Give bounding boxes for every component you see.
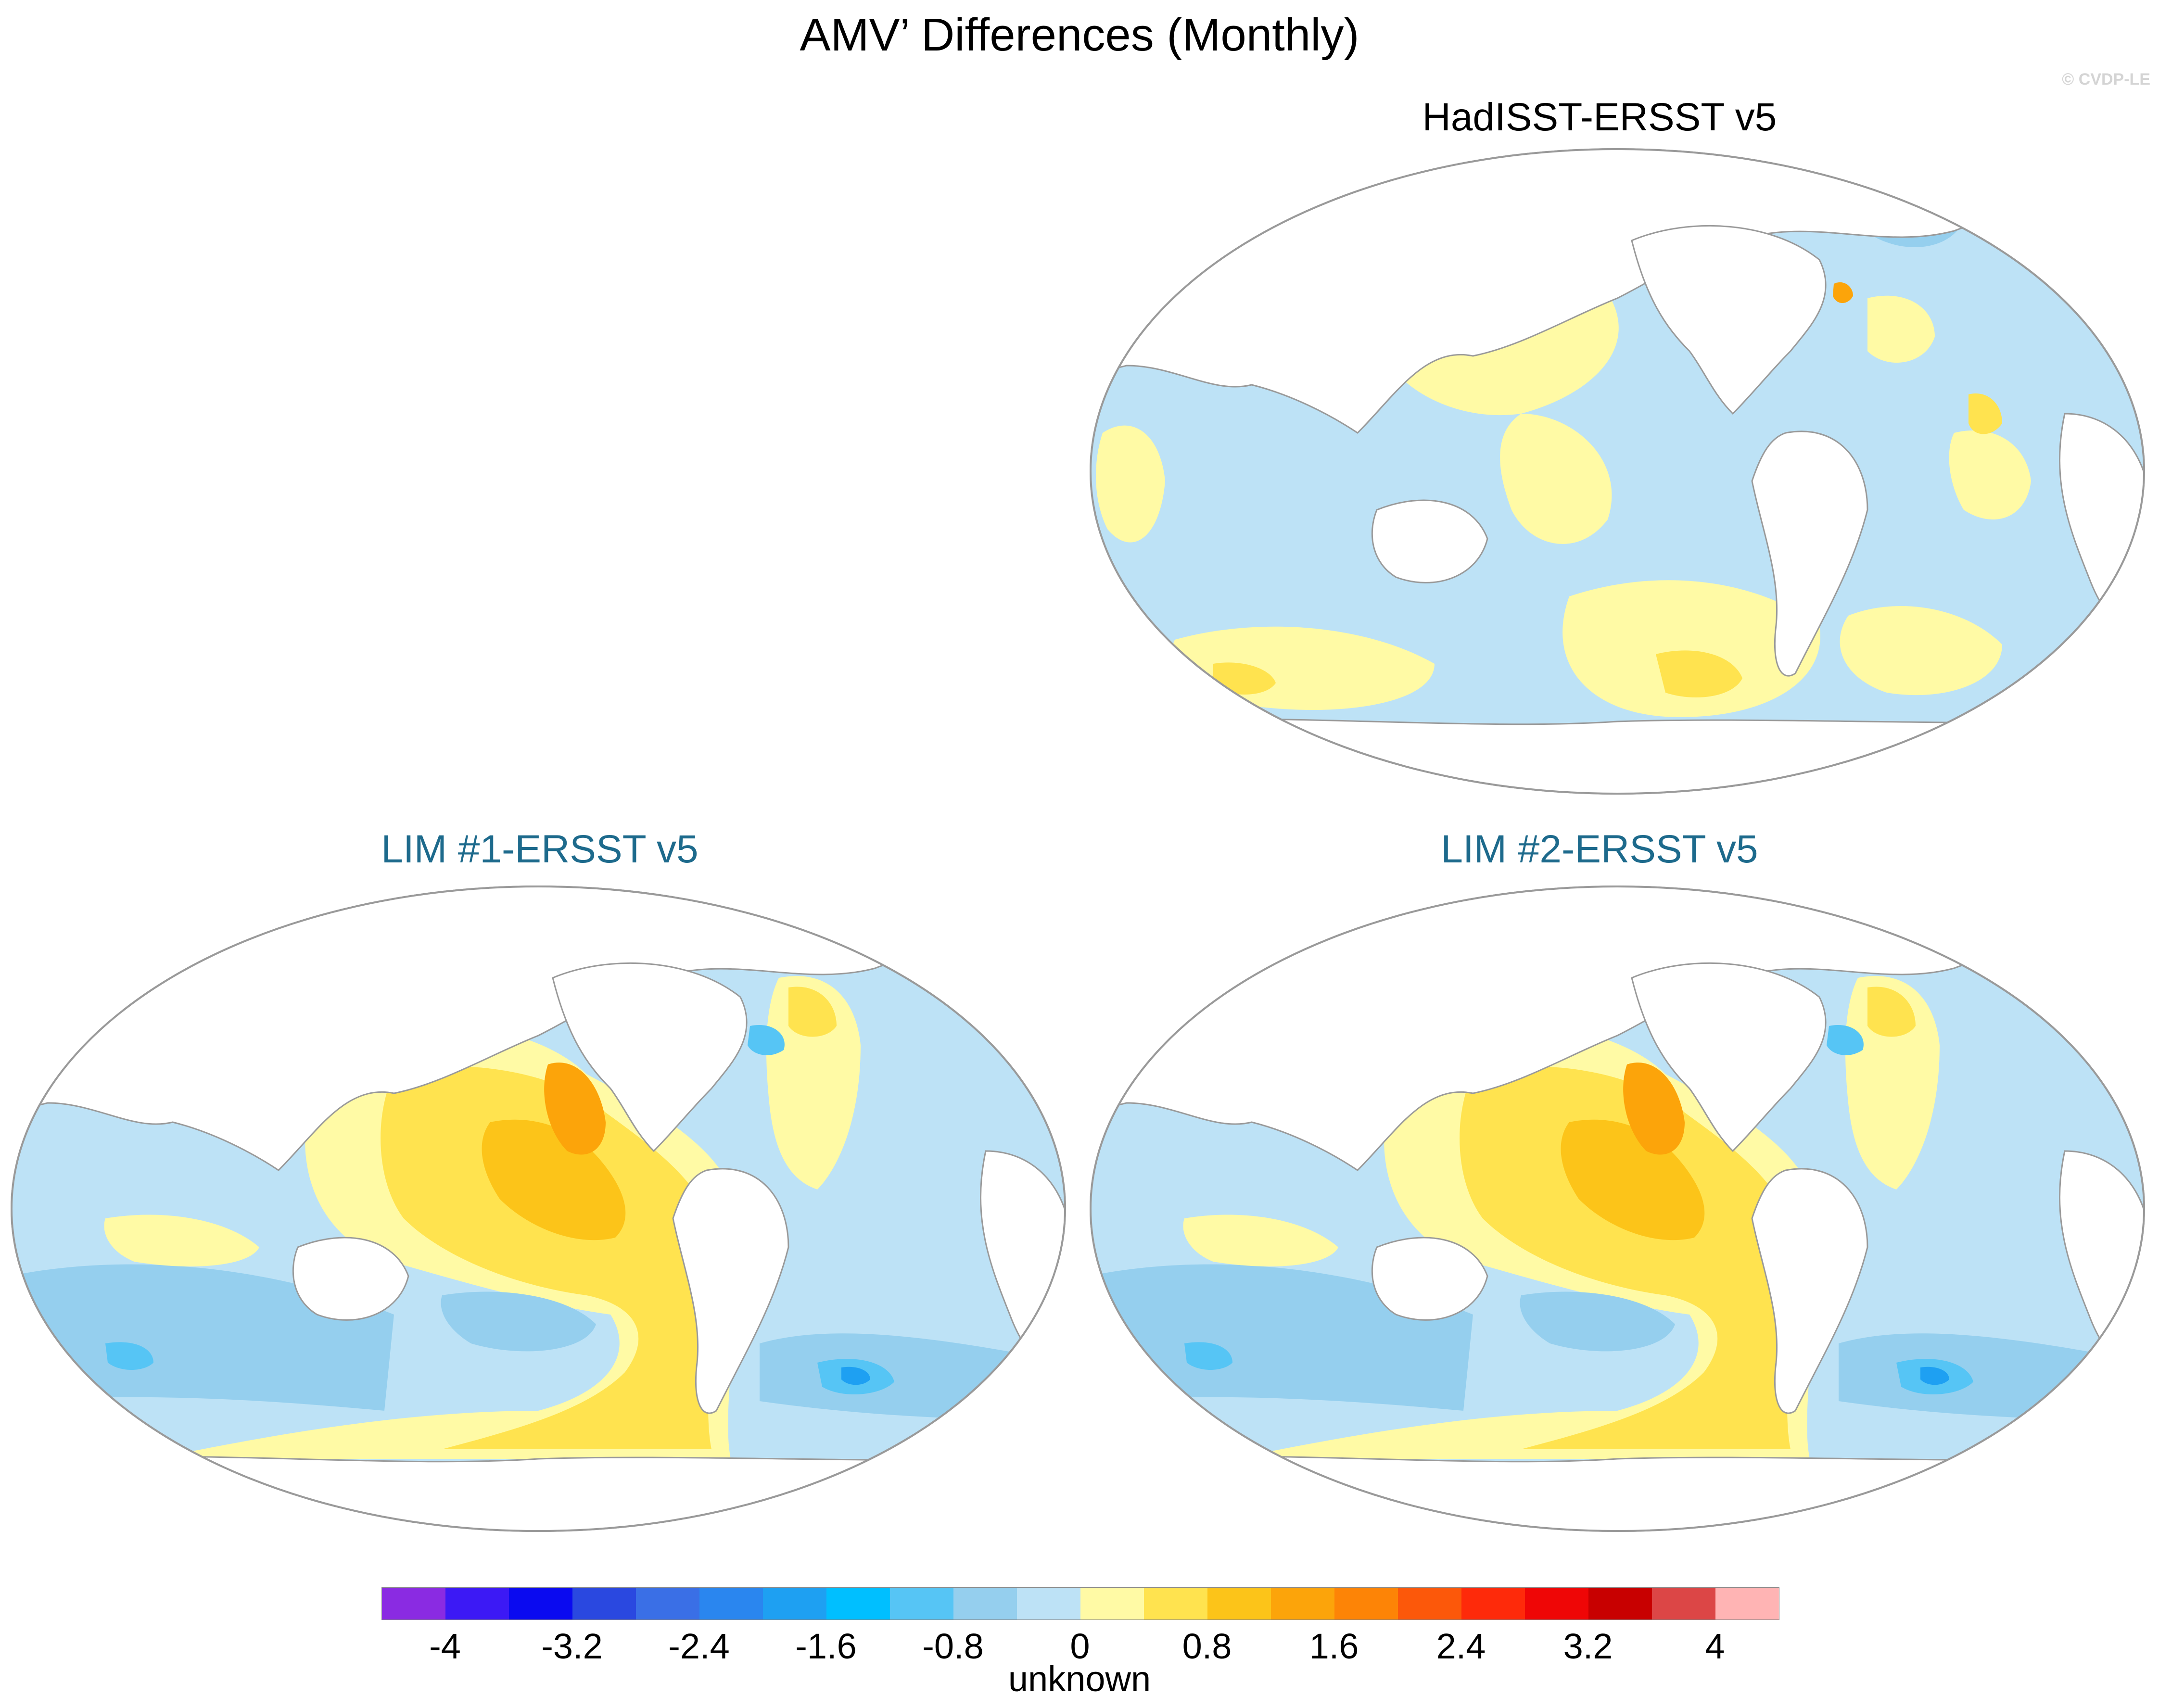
colorbar-swatch (1652, 1588, 1715, 1619)
colorbar-swatch (382, 1588, 445, 1619)
sst-field (12, 886, 1065, 1531)
colorbar-swatch (890, 1588, 953, 1619)
map-lim1 (11, 886, 1066, 1532)
anomaly-patch (1500, 414, 1612, 544)
anomaly-patch (544, 1063, 606, 1155)
land-antarctica (1091, 1455, 2144, 1531)
colorbar-swatch (1461, 1588, 1525, 1619)
anomaly-patch (1968, 393, 2002, 434)
colorbar-swatch (1588, 1588, 1652, 1619)
land-antarctica (1091, 718, 2144, 794)
anomaly-patch (1183, 1215, 1338, 1266)
anomaly-patch (1460, 1066, 1795, 1449)
colorbar-tick-label: 0.8 (1182, 1626, 1232, 1666)
copyright-watermark: © CVDP-LE (2062, 70, 2150, 89)
colorbar-swatch (1334, 1588, 1398, 1619)
land-south-america (1751, 430, 1868, 677)
anomaly-patch (1827, 1025, 1864, 1055)
map-hadisst (1090, 148, 2145, 795)
colorbar-swatch (636, 1588, 699, 1619)
colorbar-swatch (1207, 1588, 1271, 1619)
panel-title-lim1: LIM #1-ERSST v5 (381, 827, 698, 871)
colorbar-tick-label: 0 (1070, 1626, 1090, 1666)
colorbar-swatch (1525, 1588, 1588, 1619)
land-south-america (1751, 1168, 1868, 1414)
anomaly-patch (1096, 425, 1165, 543)
colorbar-tick-label: 1.6 (1309, 1626, 1359, 1666)
land-north-america (1631, 225, 1827, 415)
colorbar-tick-label: -1.6 (795, 1626, 857, 1666)
land-australia (1371, 499, 1488, 583)
colorbar-swatch (826, 1588, 890, 1619)
colorbar-swatch (445, 1588, 509, 1619)
panel-title-lim2: LIM #2-ERSST v5 (1441, 827, 1758, 871)
anomaly-patch (441, 1291, 596, 1352)
land-antarctica (12, 1455, 1065, 1531)
anomaly-patch (1520, 1291, 1675, 1352)
anomaly-patch (841, 1366, 870, 1385)
anomaly-patch (1867, 295, 1935, 363)
anomaly-patch (1867, 987, 1916, 1037)
sst-field (1091, 149, 2144, 794)
anomaly-patch (1840, 606, 2002, 696)
anomaly-patch (1184, 1342, 1232, 1370)
land-eurasia (12, 886, 1065, 1171)
panel-title-hadisst: HadISST-ERSST v5 (1422, 95, 1777, 139)
colorbar-swatch (1715, 1588, 1779, 1619)
colorbar-units: unknown (1008, 1659, 1151, 1699)
anomaly-patch (1656, 650, 1742, 697)
anomaly-patch (1845, 976, 1940, 1189)
colorbar-swatch (1398, 1588, 1461, 1619)
colorbar-tick-label: 2.4 (1436, 1626, 1486, 1666)
colorbar-tick-labels: -4 -3.2 -2.4 -1.6 -0.8 0 0.8 1.6 2.4 3.2 4 (381, 1625, 1778, 1668)
colorbar-tick-label: -2.4 (668, 1626, 730, 1666)
land-south-america (672, 1168, 789, 1414)
anomaly-patch (1920, 1366, 1949, 1385)
colorbar (381, 1587, 1779, 1620)
anomaly-patch (1091, 1264, 1473, 1411)
map-lim2 (1090, 886, 2145, 1532)
colorbar-swatch (572, 1588, 636, 1619)
land-north-america (1631, 962, 1827, 1152)
anomaly-patch (788, 987, 837, 1037)
colorbar-swatch (1017, 1588, 1080, 1619)
anomaly-patch (12, 1264, 394, 1411)
anomaly-patch (105, 1342, 153, 1370)
colorbar-tick-label: 3.2 (1563, 1626, 1613, 1666)
colorbar-tick-label: -3.2 (541, 1626, 603, 1666)
anomaly-patch (1623, 1063, 1685, 1155)
colorbar-swatch (953, 1588, 1017, 1619)
anomaly-patch (748, 1025, 785, 1055)
colorbar-tick-label: -0.8 (922, 1626, 984, 1666)
land-eurasia (1091, 149, 2144, 434)
anomaly-patch (1949, 430, 2031, 519)
colorbar-swatch (1271, 1588, 1334, 1619)
anomaly-patch (1833, 282, 1853, 303)
colorbar-swatch (699, 1588, 763, 1619)
anomaly-patch (381, 1066, 716, 1449)
land-north-america (552, 962, 748, 1152)
colorbar-tick-label: 4 (1705, 1626, 1725, 1666)
anomaly-patch (766, 976, 861, 1189)
colorbar-swatch (509, 1588, 572, 1619)
figure-title: AMV’ Differences (Monthly) (800, 9, 1359, 61)
colorbar-swatch (763, 1588, 826, 1619)
colorbar-swatch (1080, 1588, 1144, 1619)
sst-field (1091, 886, 2144, 1531)
anomaly-patch (1562, 580, 1820, 717)
land-eurasia (1091, 886, 2144, 1171)
land-australia (1371, 1237, 1488, 1321)
anomaly-patch (1213, 662, 1276, 695)
colorbar-swatch (1144, 1588, 1207, 1619)
land-australia (292, 1237, 409, 1321)
anomaly-patch (104, 1215, 259, 1266)
colorbar-tick-label: -4 (429, 1626, 461, 1666)
